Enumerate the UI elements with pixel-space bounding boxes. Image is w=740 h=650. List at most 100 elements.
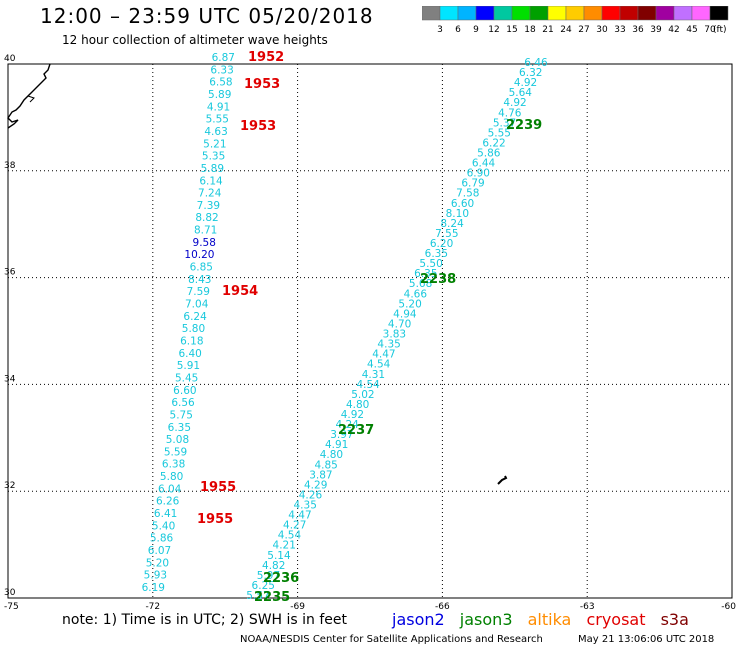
pass-west-values: 6.876.336.585.894.915.554.635.215.355.89…	[142, 52, 235, 594]
swh-value-east: 4.35	[294, 499, 317, 511]
swh-value-east: 4.24	[335, 419, 359, 431]
swh-value-east: 5.86	[477, 148, 501, 160]
time-label-west: 1953	[244, 77, 280, 92]
swh-value-east: 4.47	[288, 510, 311, 522]
swh-value-west: 6.07	[148, 545, 171, 557]
swh-value-west: 10.20	[184, 249, 214, 261]
swh-value-east: 5.57	[246, 590, 269, 602]
swh-value-east: 4.94	[393, 308, 417, 320]
legend-cryosat: cryosat	[586, 610, 646, 629]
swh-value-west: 6.87	[212, 52, 235, 64]
time-label-east: 2235	[254, 590, 290, 605]
swh-value-east: 7.55	[435, 228, 458, 240]
time-label-west: 1954	[222, 284, 258, 299]
scale-label: 33	[614, 25, 625, 35]
legend-altika: altika	[527, 610, 572, 629]
lon-tick-label: -72	[145, 602, 160, 612]
coastline-cape	[27, 91, 35, 103]
map-grid	[8, 64, 732, 598]
scale-label: 3	[437, 25, 443, 35]
swh-value-east: 4.92	[514, 77, 537, 89]
swh-value-east: 5.68	[409, 278, 432, 290]
swh-value-east: 4.82	[262, 560, 285, 572]
swh-value-east: 4.54	[367, 359, 391, 371]
swh-value-west: 5.75	[170, 409, 193, 421]
swh-value-east: 4.26	[299, 489, 323, 501]
swh-value-east: 6.32	[519, 67, 542, 79]
scale-swatch	[709, 6, 729, 21]
swh-value-east: 6.20	[430, 238, 453, 250]
scale-label: 39	[650, 25, 662, 35]
swh-value-west: 5.80	[160, 471, 183, 483]
swh-value-east: 4.54	[356, 379, 380, 391]
swh-value-east: 6.22	[482, 137, 505, 149]
coastline	[7, 63, 508, 485]
scale-label: 18	[524, 25, 536, 35]
swh-value-east: 4.21	[273, 540, 296, 552]
swh-value-west: 6.04	[158, 483, 182, 495]
swh-value-east: 5.37	[493, 117, 516, 129]
swh-value-east: 5.02	[351, 389, 374, 401]
legend-jason3: jason3	[459, 610, 513, 629]
scale-label: 12	[488, 25, 499, 35]
time-label-east: 2237	[338, 423, 374, 438]
lat-tick-label: 30	[4, 588, 16, 598]
scale-label: 9	[473, 25, 479, 35]
scale-label: 70	[704, 25, 716, 35]
swh-value-west: 7.04	[185, 299, 209, 311]
swh-value-west: 5.35	[202, 151, 225, 163]
swh-value-east: 6.60	[451, 198, 474, 210]
swh-value-east: 4.76	[498, 107, 522, 119]
time-label-west: 1953	[240, 119, 276, 134]
swh-value-east: 8.10	[446, 208, 469, 220]
swh-value-west: 6.41	[154, 508, 177, 520]
swh-value-west: 5.20	[146, 557, 169, 569]
swh-value-east: 4.27	[283, 520, 306, 532]
swh-value-west: 5.40	[152, 520, 175, 532]
swh-value-east: 6.35	[414, 268, 437, 280]
scale-label: 21	[542, 25, 553, 35]
pass-west-time-labels: 1952 1953 1953 1954 1955 1955	[197, 50, 284, 527]
scale-label: (ft)	[713, 25, 727, 35]
swh-value-west: 6.60	[173, 385, 196, 397]
lat-tick-label: 38	[4, 161, 16, 171]
time-label-west: 1955	[200, 480, 236, 495]
time-label-west: 1955	[197, 512, 233, 527]
swh-value-west: 8.82	[195, 212, 218, 224]
swh-value-east: 5.97	[257, 570, 280, 582]
swh-value-west: 6.26	[156, 496, 180, 508]
lon-tick-label: -66	[435, 602, 450, 612]
lon-tick-label: -75	[4, 602, 19, 612]
swh-value-east: 4.70	[388, 318, 411, 330]
swh-value-west: 5.93	[144, 570, 167, 582]
swh-value-east: 6.79	[461, 178, 484, 190]
swh-value-east: 4.29	[304, 479, 327, 491]
swh-value-west: 6.24	[183, 311, 207, 323]
swh-value-west: 6.14	[199, 175, 223, 187]
swh-value-east: 4.92	[341, 409, 364, 421]
swh-value-east: 6.90	[467, 168, 490, 180]
scale-label: 30	[596, 25, 608, 35]
swh-value-east: 6.35	[425, 248, 448, 260]
pass-east-time-labels: 2239 2238 2237 2236 2235	[254, 118, 542, 605]
legend-s3a: s3a	[660, 610, 689, 629]
swh-value-east: 4.85	[314, 459, 337, 471]
swh-value-east: 5.64	[509, 87, 533, 99]
lat-tick-label: 36	[4, 268, 16, 278]
swh-value-east: 7.58	[456, 188, 479, 200]
swh-value-east: 4.91	[325, 439, 348, 451]
swh-value-east: 4.66	[404, 288, 428, 300]
swh-value-west: 6.35	[168, 422, 191, 434]
swh-value-east: 4.31	[362, 369, 385, 381]
swh-value-east: 3.87	[309, 469, 332, 481]
swh-value-west: 5.91	[177, 360, 200, 372]
swh-value-west: 8.71	[194, 225, 217, 237]
map-frame	[7, 63, 733, 599]
swh-value-west: 5.21	[203, 138, 226, 150]
credit-line: NOAA/NESDIS Center for Satellite Applica…	[240, 634, 543, 645]
generated-timestamp: May 21 13:06:06 UTC 2018	[578, 634, 715, 645]
lat-tick-label: 34	[4, 374, 16, 384]
scale-label: 36	[632, 25, 644, 35]
swh-value-east: 4.92	[503, 97, 526, 109]
